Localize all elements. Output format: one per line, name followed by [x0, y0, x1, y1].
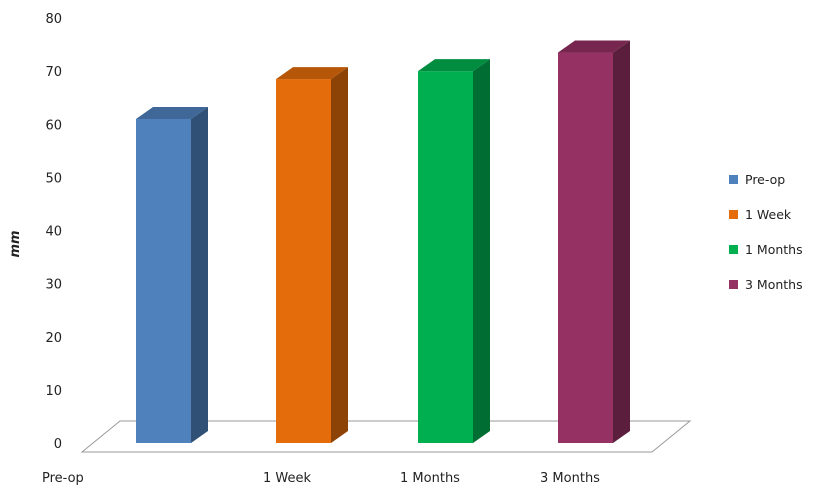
- legend-swatch: [729, 210, 738, 219]
- y-axis-label: mm: [8, 230, 23, 257]
- y-tick-label: 30: [45, 278, 62, 293]
- chart-floor: [80, 420, 692, 453]
- legend-label: 1 Months: [745, 242, 803, 257]
- bar-pre-op: [136, 106, 208, 443]
- bar-side: [473, 59, 490, 443]
- legend-swatch: [729, 175, 738, 184]
- legend: Pre-op 1 Week 1 Months 3 Months: [729, 172, 803, 292]
- bar-top: [558, 40, 630, 53]
- y-tick-label: 0: [54, 437, 62, 452]
- bar-3-months: [558, 40, 630, 443]
- legend-swatch: [729, 280, 738, 289]
- bar-1-week: [276, 67, 348, 443]
- legend-item: 1 Months: [729, 242, 803, 257]
- bar-front: [558, 52, 613, 443]
- legend-label: Pre-op: [745, 172, 785, 187]
- bar-top: [418, 59, 490, 72]
- x-tick-label: 1 Week: [263, 471, 311, 486]
- y-tick-label: 10: [45, 384, 62, 399]
- bar-side: [191, 106, 208, 443]
- y-tick-label: 50: [45, 171, 62, 186]
- bars: [136, 40, 630, 443]
- y-axis: 0 10 20 30 40 50 60 70 80: [45, 12, 62, 452]
- legend-label: 3 Months: [745, 277, 803, 292]
- bar-top: [136, 106, 208, 119]
- bar-front: [418, 71, 473, 443]
- x-axis: Pre-op 1 Week 1 Months 3 Months: [42, 471, 600, 486]
- bar-front: [136, 118, 191, 443]
- y-tick-label: 70: [45, 65, 62, 80]
- bar-top: [276, 67, 348, 80]
- x-tick-label: 1 Months: [400, 471, 460, 486]
- bar-side: [613, 40, 630, 443]
- y-tick-label: 80: [45, 12, 62, 27]
- x-tick-label: Pre-op: [42, 471, 84, 486]
- y-tick-label: 40: [45, 225, 62, 240]
- legend-swatch: [729, 245, 738, 254]
- legend-label: 1 Week: [745, 207, 792, 222]
- y-tick-label: 20: [45, 331, 62, 346]
- bar-front: [276, 79, 331, 443]
- legend-item: Pre-op: [729, 172, 785, 187]
- y-tick-label: 60: [45, 118, 62, 133]
- legend-item: 1 Week: [729, 207, 792, 222]
- bar-side: [331, 67, 348, 443]
- legend-item: 3 Months: [729, 277, 803, 292]
- x-tick-label: 3 Months: [540, 471, 600, 486]
- bar-1-months: [418, 59, 490, 443]
